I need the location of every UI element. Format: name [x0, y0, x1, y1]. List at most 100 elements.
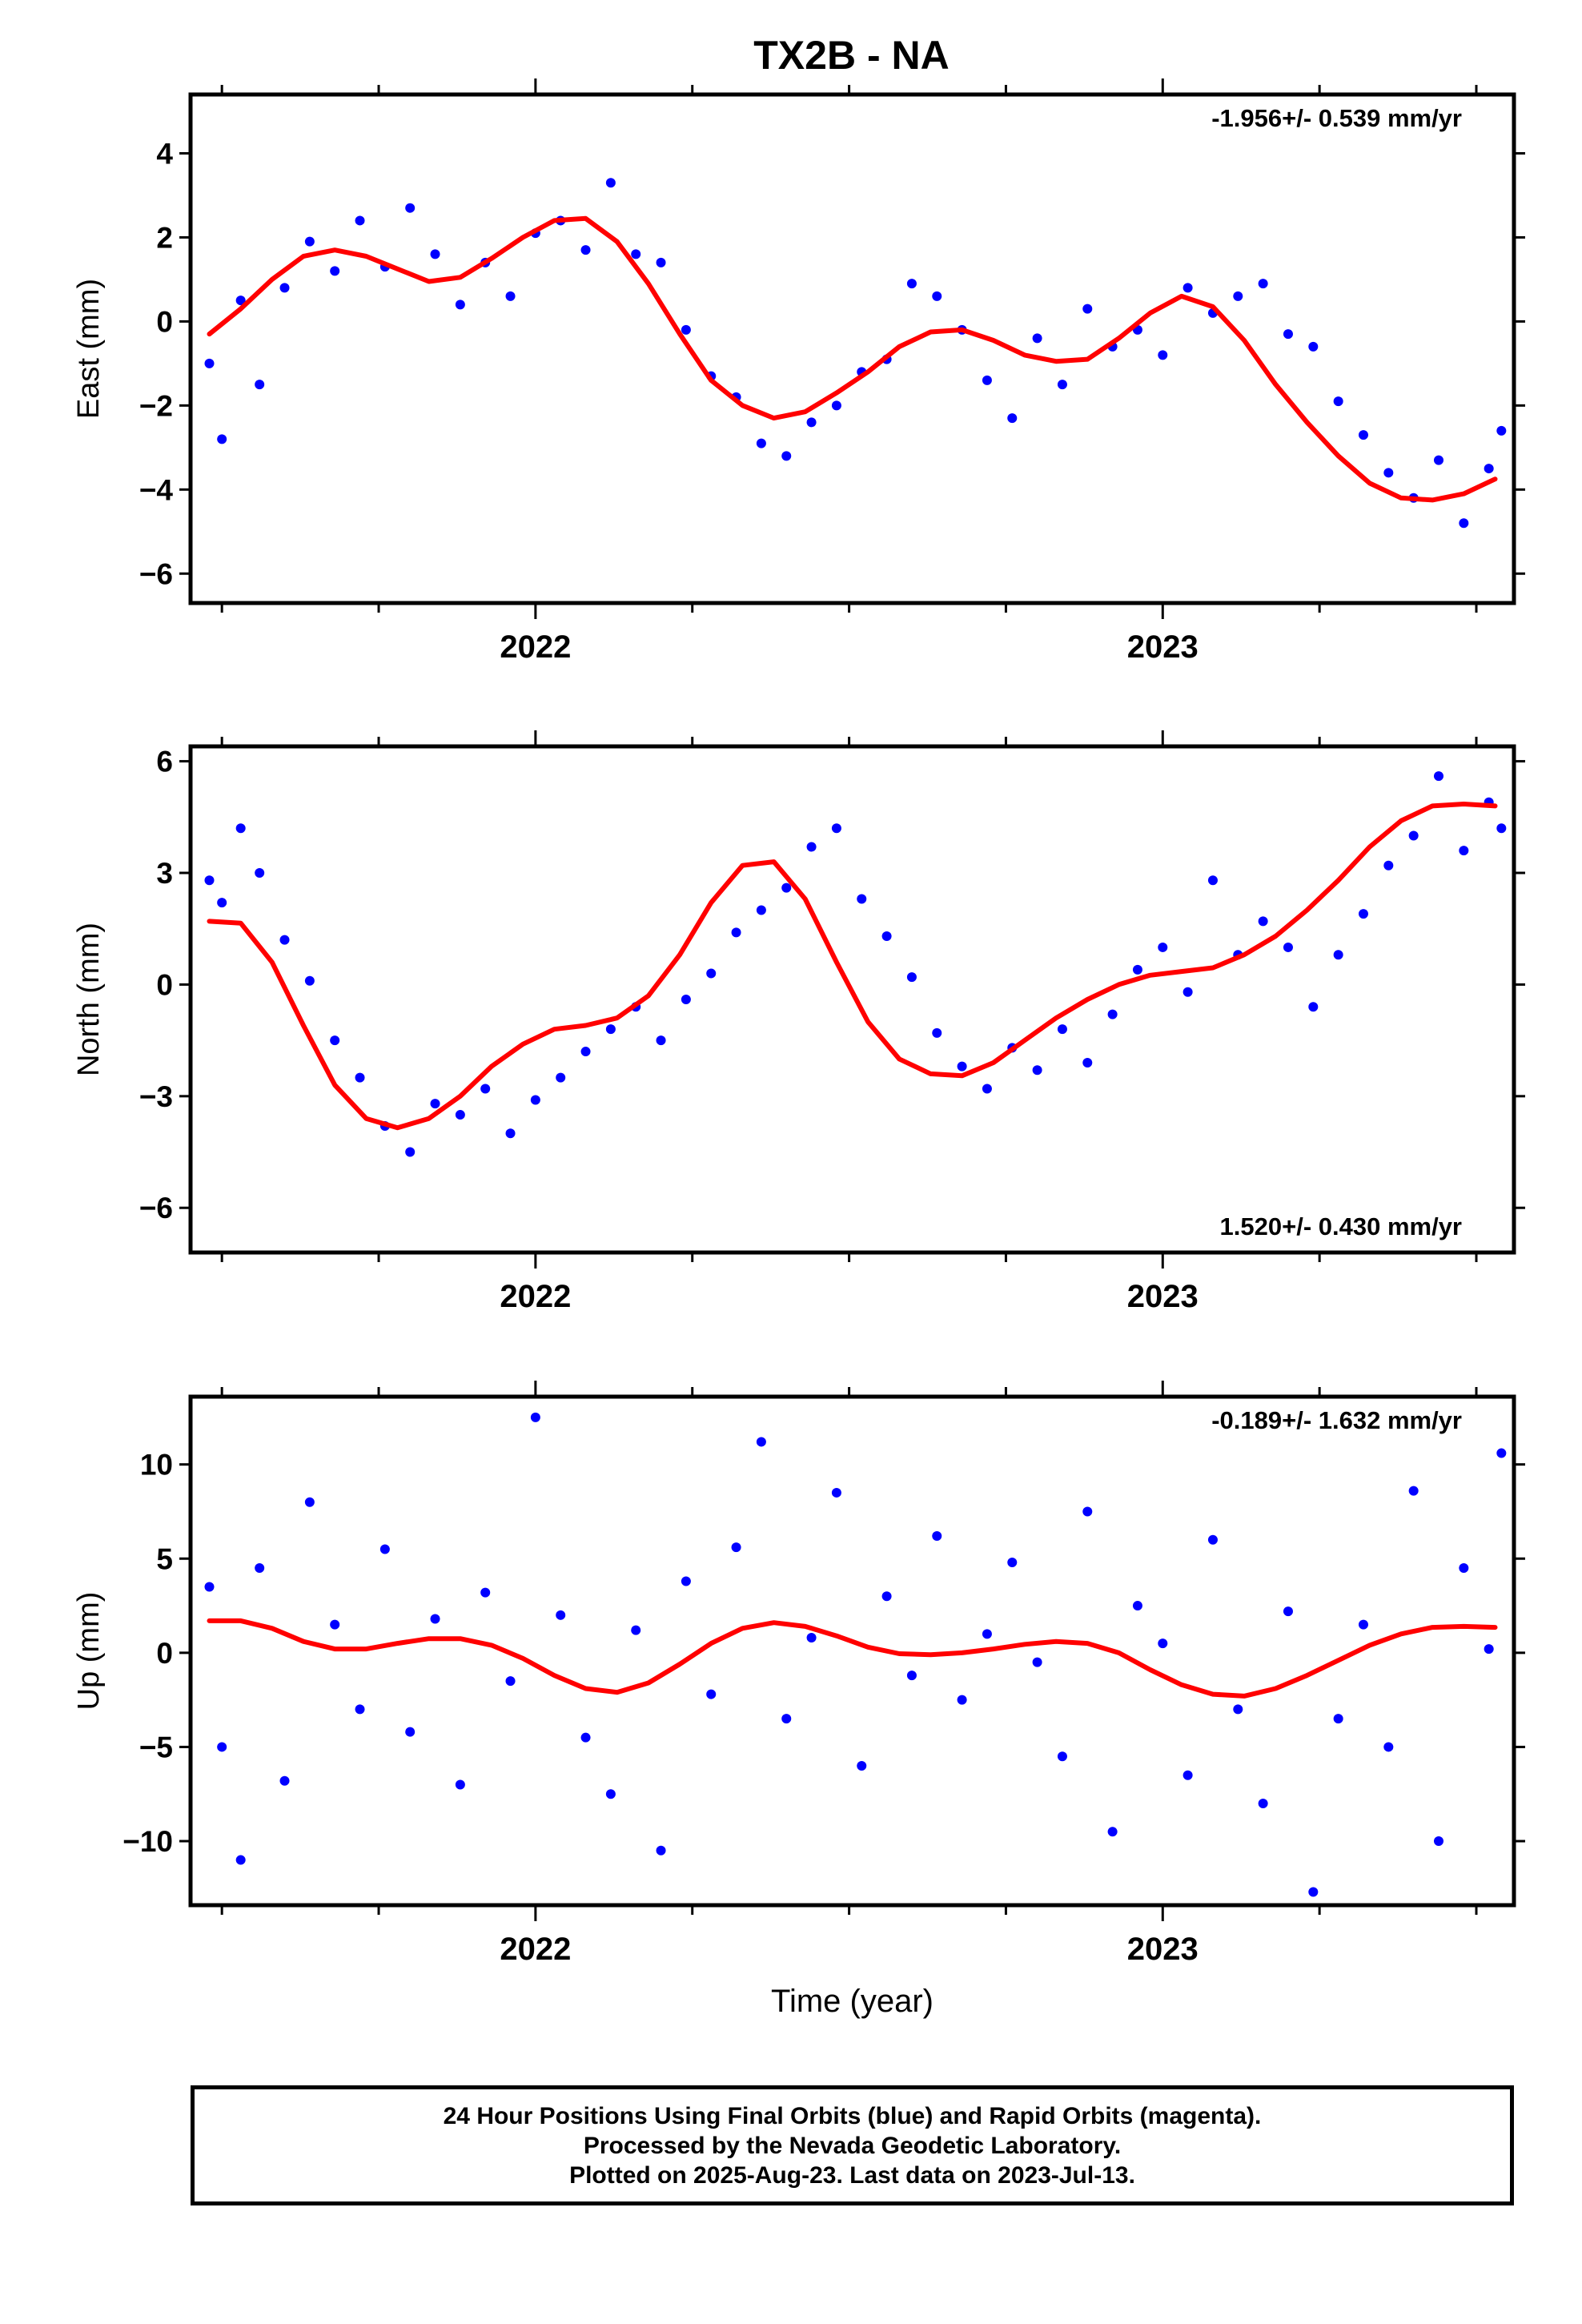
up-data-point	[756, 1437, 766, 1447]
up-data-point	[857, 1760, 867, 1771]
east-data-point	[1258, 279, 1268, 289]
up-data-point	[1283, 1606, 1293, 1617]
up-data-point	[1132, 1601, 1142, 1611]
up-data-point	[330, 1619, 340, 1630]
east-data-point	[505, 291, 516, 301]
up-data-point	[580, 1732, 591, 1743]
east-data-point	[279, 283, 290, 293]
north-data-point	[1182, 987, 1193, 997]
north-data-point	[455, 1110, 465, 1120]
north-data-point	[204, 875, 215, 886]
caption-line: Processed by the Nevada Geodetic Laborat…	[583, 2132, 1122, 2159]
up-data-point	[217, 1742, 227, 1752]
east-data-point	[355, 215, 365, 226]
up-fit-line	[207, 1618, 1498, 1699]
north-data-point	[1082, 1058, 1093, 1068]
up-data-point	[355, 1704, 365, 1715]
east-data-point	[1233, 291, 1243, 301]
east-data-point	[430, 249, 440, 259]
north-data-point	[756, 905, 766, 915]
north-ytick-label: −6	[139, 1192, 173, 1224]
east-data-point	[217, 434, 227, 444]
east-ytick-label: 2	[156, 221, 173, 254]
north-rate-label: 1.520+/- 0.430 mm/yr	[1220, 1212, 1462, 1240]
up-data-point	[605, 1789, 616, 1799]
north-data-point	[1057, 1024, 1067, 1035]
north-data-point	[430, 1099, 440, 1109]
north-data-point	[1032, 1065, 1042, 1076]
north-ytick-label: 0	[156, 968, 173, 1001]
east-data-point	[255, 380, 265, 390]
east-data-point	[330, 266, 340, 276]
east-data-point	[1383, 468, 1394, 478]
east-data-point	[1433, 455, 1443, 465]
up-data-point	[530, 1412, 540, 1422]
up-ytick-label: −10	[122, 1825, 173, 1858]
north-panel: −6 −3 0 3 6 2022 2023 North (mm) 1.520+/- 0.430 …	[72, 730, 1525, 1314]
north-data-point	[906, 972, 917, 983]
up-data-point	[1107, 1827, 1118, 1837]
north-data-point	[982, 1084, 992, 1094]
up-data-point	[1408, 1486, 1419, 1496]
up-data-point	[1433, 1836, 1443, 1847]
x-axis-label: Time (year)	[771, 1984, 934, 2019]
up-data-point	[379, 1544, 390, 1554]
up-data-point	[1057, 1751, 1067, 1762]
up-data-point	[831, 1487, 841, 1498]
up-ytick-label: −5	[139, 1731, 173, 1763]
up-ylabel: Up (mm)	[72, 1592, 106, 1711]
north-data-point	[806, 842, 817, 852]
up-data-point	[255, 1563, 265, 1574]
north-data-point	[831, 823, 841, 834]
east-ytick-label: 4	[156, 137, 173, 170]
north-data-point	[580, 1047, 591, 1057]
up-data-point	[1182, 1770, 1193, 1780]
north-data-point	[1158, 942, 1168, 952]
east-data-point	[1032, 333, 1042, 344]
north-data-point	[1207, 875, 1218, 886]
up-data-point	[1258, 1799, 1268, 1808]
east-data-point	[605, 178, 616, 188]
north-data-point	[355, 1072, 365, 1083]
north-data-point	[1258, 916, 1268, 927]
north-data-point	[605, 1024, 616, 1035]
north-xtick-label: 2022	[500, 1279, 571, 1314]
up-data-point	[455, 1779, 465, 1790]
east-fit-line	[207, 215, 1498, 503]
north-data-point	[656, 1035, 666, 1046]
north-data-point	[556, 1072, 566, 1083]
north-data-point	[255, 868, 265, 878]
up-data-point	[706, 1689, 717, 1699]
up-data-point	[1082, 1506, 1093, 1517]
up-data-point	[957, 1695, 967, 1705]
north-data-point	[217, 898, 227, 908]
up-data-point	[731, 1542, 741, 1553]
north-ylabel: North (mm)	[72, 923, 106, 1076]
north-data-point	[480, 1084, 491, 1094]
up-data-point	[304, 1497, 315, 1507]
north-ytick-label: −3	[139, 1080, 173, 1113]
east-rate-label: -1.956+/- 0.539 mm/yr	[1211, 104, 1462, 132]
north-data-point	[706, 968, 717, 979]
east-frame	[188, 92, 1516, 605]
north-xtick-label: 2023	[1127, 1279, 1199, 1314]
east-data-point	[204, 358, 215, 368]
east-data-point	[1308, 341, 1319, 352]
caption-line: Plotted on 2025-Aug-23. Last data on 202…	[569, 2161, 1135, 2189]
east-ytick-label: −6	[139, 557, 173, 590]
north-data-point	[1132, 964, 1142, 975]
north-data-point	[1283, 942, 1293, 952]
up-data-point	[681, 1576, 691, 1586]
east-data-point	[631, 249, 641, 259]
east-xtick-label: 2023	[1127, 629, 1199, 665]
up-data-point	[1158, 1638, 1168, 1649]
up-data-point	[656, 1845, 666, 1856]
north-data-point	[731, 927, 741, 938]
east-data-point	[906, 279, 917, 289]
east-data-point	[405, 203, 416, 213]
up-data-point	[1333, 1714, 1343, 1724]
east-data-point	[982, 375, 992, 385]
east-data-point	[1182, 283, 1193, 293]
east-data-point	[455, 300, 465, 310]
